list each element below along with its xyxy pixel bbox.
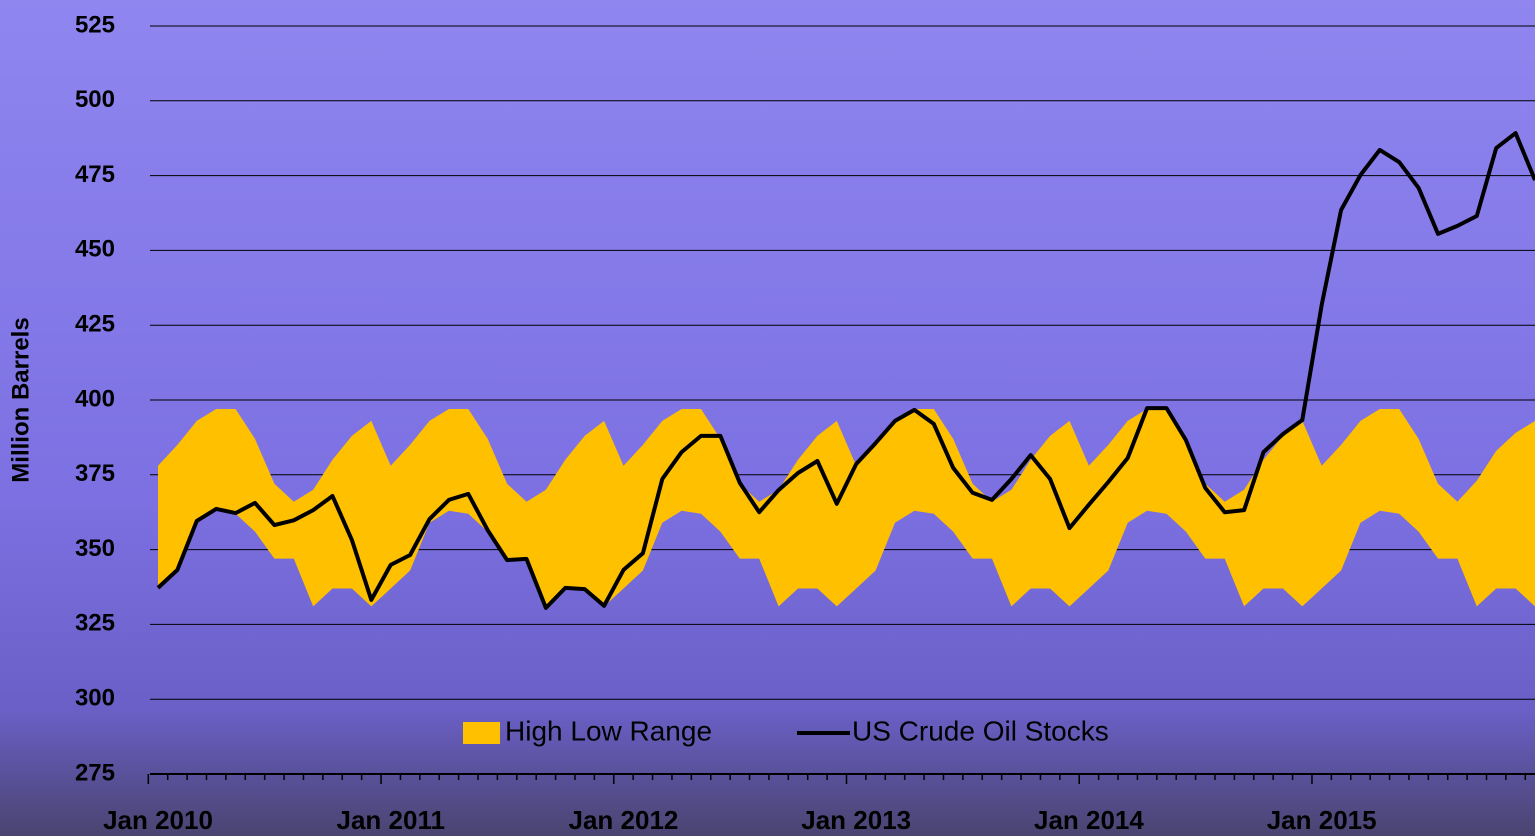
- x-tick-label: Jan 2015: [1267, 805, 1377, 835]
- y-tick-label: 500: [75, 86, 115, 113]
- x-tick-label: Jan 2010: [103, 805, 213, 835]
- y-tick-label: 275: [75, 759, 115, 786]
- y-tick-label: 400: [75, 385, 115, 412]
- y-tick-label: 325: [75, 610, 115, 637]
- legend-label: US Crude Oil Stocks: [852, 715, 1109, 746]
- y-tick-label: 375: [75, 460, 115, 487]
- legend-label: High Low Range: [505, 715, 712, 746]
- x-tick-label: Jan 2013: [801, 805, 911, 835]
- legend-swatch: [463, 722, 500, 744]
- y-tick-label: 475: [75, 161, 115, 188]
- stock-line: [156, 131, 1535, 610]
- x-tick-label: Jan 2014: [1034, 805, 1144, 835]
- y-tick-label: 425: [75, 311, 115, 338]
- y-tick-label: 350: [75, 535, 115, 562]
- x-tick-label: Jan 2012: [569, 805, 679, 835]
- y-tick-label: 300: [75, 685, 115, 712]
- range-band: [158, 409, 1535, 607]
- y-axis-label: Million Barrels: [7, 317, 34, 482]
- y-tick-label: 525: [75, 11, 115, 38]
- y-tick-label: 450: [75, 236, 115, 263]
- x-tick-label: Jan 2011: [337, 805, 445, 835]
